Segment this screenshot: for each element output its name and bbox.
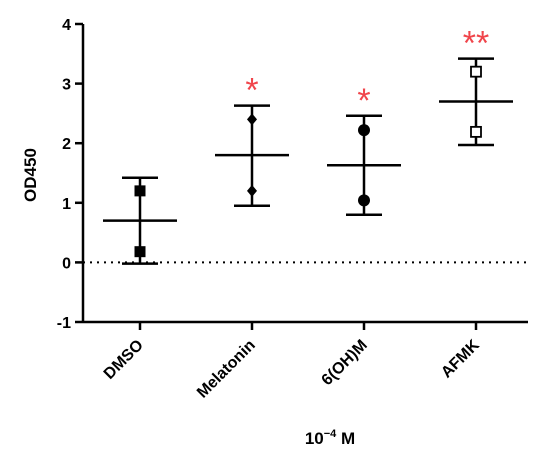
y-tick-label: -1 [57,315,71,332]
x-axis-title-unit: M [336,429,355,448]
significance-label: * [245,72,258,110]
data-marks: * *** [103,25,513,265]
y-tick-label: 0 [62,255,71,272]
data-point-diamond [247,113,257,126]
data-point-circle [358,124,370,137]
x-tick-label: AFMK [438,336,483,381]
x-tick-label: Melatonin [194,337,259,402]
y-tick-label: 4 [62,17,71,34]
significance-label: ** [463,25,489,63]
y-tick-label: 1 [62,196,71,213]
y-tick-label: 3 [62,77,71,94]
x-tick-label: DMSO [101,337,147,383]
data-point-square [134,246,146,258]
axes: -1 0 1 2 3 4 DMSO Melatonin 6(OH)M AFMK [57,17,528,402]
x-axis-title: 10−4 M [305,428,355,448]
x-tick-label: 6(OH)M [319,337,371,389]
y-tick-label: 2 [62,136,71,153]
data-point-circle [358,194,370,207]
y-axis-title: OD450 [21,148,40,202]
data-point-open-square [470,125,482,138]
data-point-square [134,185,146,197]
significance-label: * [357,82,370,120]
data-point-diamond [247,184,257,197]
x-axis-title-base: 10 [305,429,324,448]
x-axis-title-exponent: −4 [324,428,337,440]
data-point-open-square [470,65,482,78]
